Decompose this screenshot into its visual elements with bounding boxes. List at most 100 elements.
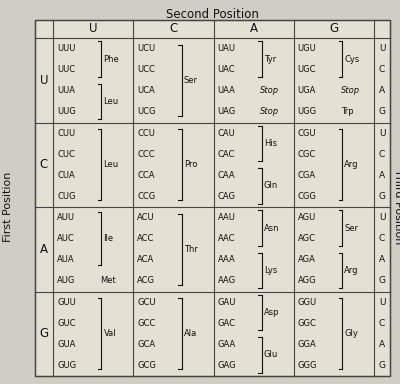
Text: CUU: CUU xyxy=(57,129,75,137)
Text: Lys: Lys xyxy=(264,266,277,275)
Text: U: U xyxy=(89,23,97,35)
Text: GCC: GCC xyxy=(137,319,156,328)
Text: Ala: Ala xyxy=(184,329,197,338)
Text: GCG: GCG xyxy=(137,361,156,370)
Text: U: U xyxy=(40,74,48,87)
Text: Met: Met xyxy=(100,276,116,285)
Text: AGG: AGG xyxy=(298,276,316,285)
Text: C: C xyxy=(169,23,178,35)
Text: Stop: Stop xyxy=(260,86,280,95)
Text: GAC: GAC xyxy=(218,319,236,328)
Text: Pro: Pro xyxy=(184,160,197,169)
Text: UAU: UAU xyxy=(218,44,236,53)
Text: Stop: Stop xyxy=(341,86,360,95)
Text: U: U xyxy=(379,298,385,306)
Text: UGU: UGU xyxy=(298,44,316,53)
Text: GUC: GUC xyxy=(57,319,76,328)
Text: AUC: AUC xyxy=(57,234,75,243)
Text: Gly: Gly xyxy=(344,329,358,338)
Text: G: G xyxy=(378,361,386,370)
Text: His: His xyxy=(264,139,277,148)
Text: Cys: Cys xyxy=(344,55,360,64)
Text: AGA: AGA xyxy=(298,255,316,264)
Text: GCA: GCA xyxy=(137,340,155,349)
Text: GAU: GAU xyxy=(218,298,236,306)
Text: Ser: Ser xyxy=(344,223,358,233)
Text: CUG: CUG xyxy=(57,192,76,201)
Text: UAG: UAG xyxy=(218,108,236,116)
Text: A: A xyxy=(379,340,385,349)
Text: CCG: CCG xyxy=(137,192,156,201)
Bar xyxy=(35,20,390,376)
Text: Asn: Asn xyxy=(264,223,280,233)
Text: Gln: Gln xyxy=(264,181,278,190)
Text: UUG: UUG xyxy=(57,108,76,116)
Text: GGG: GGG xyxy=(298,361,317,370)
Text: CUA: CUA xyxy=(57,171,75,180)
Text: CCC: CCC xyxy=(137,150,155,159)
Text: Phe: Phe xyxy=(104,55,119,64)
Text: G: G xyxy=(378,276,386,285)
Text: Asp: Asp xyxy=(264,308,280,317)
Text: C: C xyxy=(379,319,385,328)
Text: A: A xyxy=(250,23,258,35)
Text: A: A xyxy=(379,255,385,264)
Text: G: G xyxy=(40,327,48,340)
Text: GGA: GGA xyxy=(298,340,316,349)
Text: Ile: Ile xyxy=(104,234,114,243)
Text: G: G xyxy=(329,23,338,35)
Text: C: C xyxy=(40,158,48,171)
Text: GCU: GCU xyxy=(137,298,156,306)
Text: CGU: CGU xyxy=(298,129,316,137)
Text: C: C xyxy=(379,65,385,74)
Text: Trp: Trp xyxy=(341,108,353,116)
Text: C: C xyxy=(379,150,385,159)
Text: Tyr: Tyr xyxy=(264,55,276,64)
Text: CUC: CUC xyxy=(57,150,75,159)
Text: G: G xyxy=(378,192,386,201)
Text: Third Position: Third Position xyxy=(393,169,400,245)
Text: CCU: CCU xyxy=(137,129,155,137)
Text: UCG: UCG xyxy=(137,108,156,116)
Text: UGC: UGC xyxy=(298,65,316,74)
Text: UUC: UUC xyxy=(57,65,75,74)
Text: Arg: Arg xyxy=(344,160,359,169)
Text: AUA: AUA xyxy=(57,255,75,264)
Text: First Position: First Position xyxy=(3,172,13,242)
Text: AAA: AAA xyxy=(218,255,235,264)
Text: Leu: Leu xyxy=(104,97,118,106)
Text: GUG: GUG xyxy=(57,361,76,370)
Text: Thr: Thr xyxy=(184,245,198,254)
Text: U: U xyxy=(379,44,385,53)
Text: UCC: UCC xyxy=(137,65,155,74)
Text: GUU: GUU xyxy=(57,298,76,306)
Text: Val: Val xyxy=(104,329,116,338)
Text: CGC: CGC xyxy=(298,150,316,159)
Text: G: G xyxy=(378,108,386,116)
Text: ACA: ACA xyxy=(137,255,154,264)
Text: CAG: CAG xyxy=(218,192,236,201)
Text: GAG: GAG xyxy=(218,361,236,370)
Text: AAG: AAG xyxy=(218,276,236,285)
Text: U: U xyxy=(379,213,385,222)
Text: Arg: Arg xyxy=(344,266,359,275)
Text: AAC: AAC xyxy=(218,234,235,243)
Text: CGG: CGG xyxy=(298,192,317,201)
Text: AAU: AAU xyxy=(218,213,235,222)
Text: UAC: UAC xyxy=(218,65,235,74)
Text: UUA: UUA xyxy=(57,86,75,95)
Text: GAA: GAA xyxy=(218,340,236,349)
Text: AUU: AUU xyxy=(57,213,75,222)
Text: ACU: ACU xyxy=(137,213,155,222)
Text: ACC: ACC xyxy=(137,234,155,243)
Text: CGA: CGA xyxy=(298,171,316,180)
Text: UUU: UUU xyxy=(57,44,75,53)
Text: CAC: CAC xyxy=(218,150,235,159)
Text: AGU: AGU xyxy=(298,213,316,222)
Text: AUG: AUG xyxy=(57,276,75,285)
Text: UCU: UCU xyxy=(137,44,155,53)
Text: AGC: AGC xyxy=(298,234,316,243)
Text: Leu: Leu xyxy=(104,160,118,169)
Text: C: C xyxy=(379,234,385,243)
Text: Stop: Stop xyxy=(260,108,280,116)
